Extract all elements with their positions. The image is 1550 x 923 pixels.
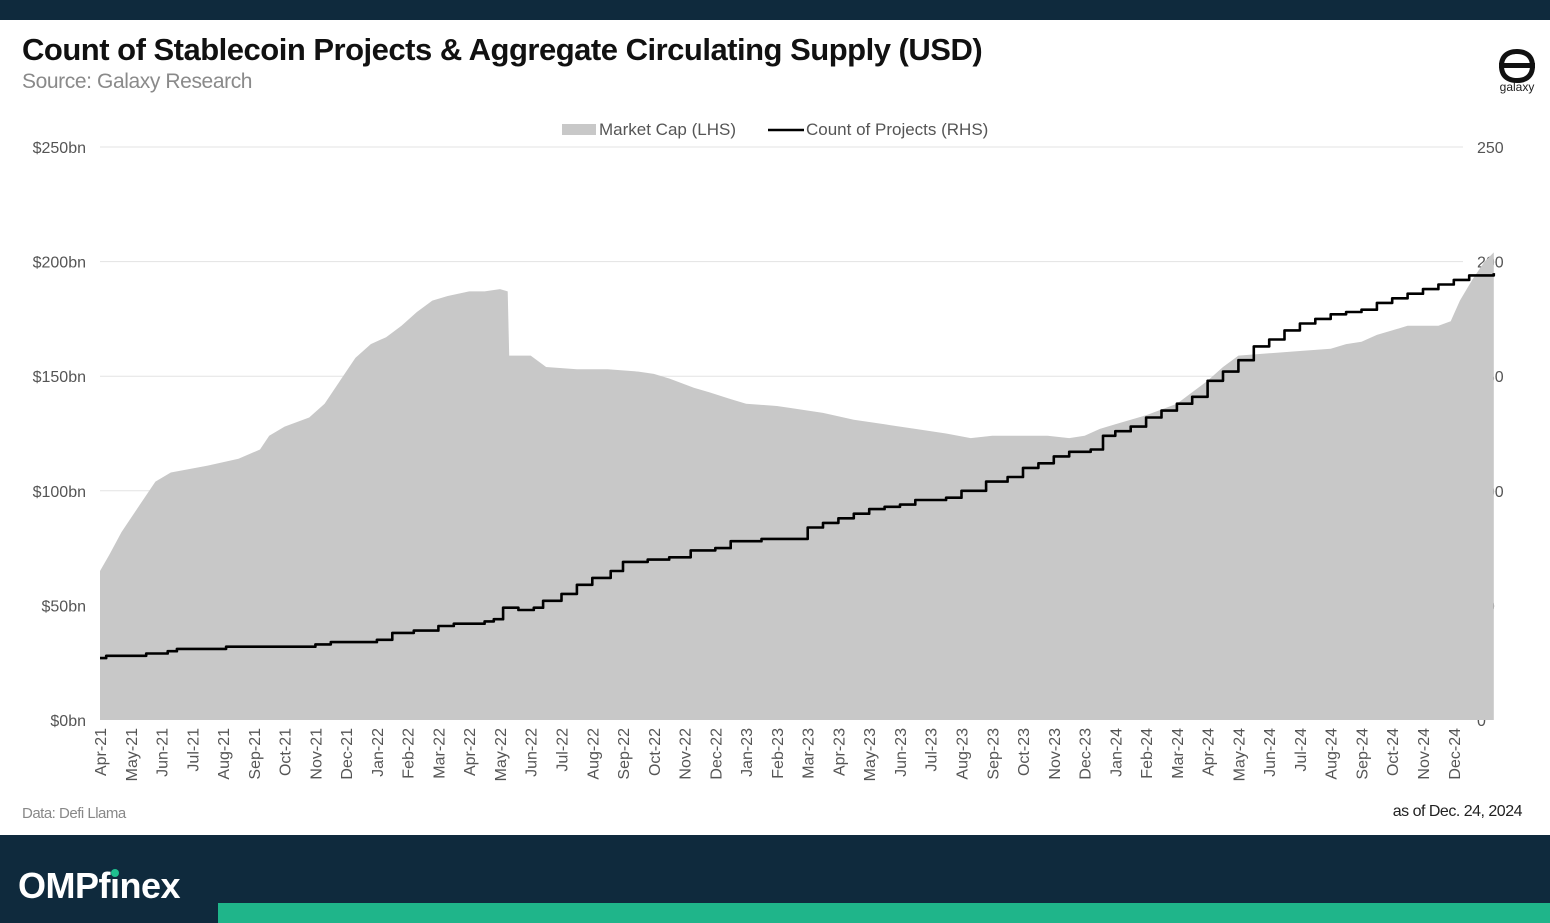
x-tick-label: Dec-23	[1078, 728, 1095, 780]
data-source-note: Data: Defi Llama	[22, 805, 126, 822]
as-of-date: as of Dec. 24, 2024	[1392, 803, 1523, 820]
x-tick-label: Nov-24	[1416, 728, 1433, 780]
x-tick-label: Oct-24	[1385, 728, 1402, 776]
x-tick-label: May-21	[124, 728, 141, 781]
x-tick-label: Jan-22	[370, 728, 387, 777]
legend-label-count: Count of Projects (RHS)	[806, 120, 988, 139]
brand-part-i: i	[110, 865, 120, 906]
legend-label-market-cap: Market Cap (LHS)	[599, 120, 736, 139]
x-tick-label: Sep-24	[1354, 728, 1371, 780]
x-tick-label: Jul-21	[185, 728, 202, 772]
x-tick-label: Dec-24	[1447, 728, 1464, 780]
x-tick-label: Mar-22	[431, 728, 448, 779]
x-tick-label: Aug-22	[585, 728, 602, 780]
x-tick-label: Jun-23	[893, 728, 910, 777]
x-tick-label: Sep-23	[985, 728, 1002, 780]
footer-bar: OMPfinex	[0, 835, 1550, 923]
galaxy-logo-icon	[1499, 49, 1535, 83]
x-tick-label: Jun-24	[1262, 728, 1279, 777]
x-tick-label: Nov-23	[1047, 728, 1064, 780]
x-tick-label: Nov-22	[678, 728, 695, 780]
legend-swatch-market-cap	[562, 124, 596, 135]
x-tick-label: Dec-21	[339, 728, 356, 780]
count-of-projects-line	[100, 273, 1496, 660]
x-tick-label: Feb-23	[770, 728, 787, 779]
x-tick-label: Oct-22	[647, 728, 664, 776]
x-tick-label: Mar-24	[1170, 728, 1187, 779]
x-tick-label: Oct-21	[278, 728, 295, 776]
x-tick-label: Apr-23	[831, 728, 848, 776]
x-tick-label: Aug-21	[216, 728, 233, 780]
y-left-tick-label: $200bn	[33, 255, 86, 272]
y-left-tick-label: $100bn	[33, 484, 86, 501]
y-left-tick-label: $50bn	[42, 598, 87, 615]
galaxy-logo-text: galaxy	[1499, 80, 1535, 94]
top-band	[0, 0, 1550, 20]
chart-subtitle: Source: Galaxy Research	[22, 70, 253, 93]
ompfinex-logo: OMPfinex	[18, 865, 181, 907]
x-tick-label: Sep-22	[616, 728, 633, 780]
y-left-tick-label: $150bn	[33, 369, 86, 386]
accent-strip	[218, 903, 1550, 923]
brand-part-2: nex	[119, 865, 181, 906]
x-tick-label: Apr-21	[93, 728, 110, 776]
y-right-tick-label: 250	[1477, 140, 1504, 157]
x-tick-label: May-23	[862, 728, 879, 781]
x-tick-label: Aug-24	[1324, 728, 1341, 780]
x-tick-label: Dec-22	[708, 728, 725, 780]
x-tick-label: Apr-24	[1201, 728, 1218, 776]
x-tick-label: Jul-23	[924, 728, 941, 772]
x-tick-label: Oct-23	[1016, 728, 1033, 776]
x-tick-label: Jan-24	[1108, 728, 1125, 777]
market-cap-area	[100, 252, 1494, 720]
chart-card: Count of Stablecoin Projects & Aggregate…	[0, 20, 1550, 835]
chart-title: Count of Stablecoin Projects & Aggregate…	[22, 32, 983, 67]
y-left-tick-label: $0bn	[50, 713, 86, 730]
x-tick-label: Jul-24	[1293, 728, 1310, 772]
x-tick-label: Jun-22	[524, 728, 541, 777]
y-left-tick-label: $250bn	[33, 140, 86, 157]
x-tick-label: Mar-23	[801, 728, 818, 779]
x-tick-label: Feb-22	[401, 728, 418, 779]
y-right-tick-label: 0	[1477, 713, 1486, 730]
x-tick-label: Nov-21	[308, 728, 325, 780]
x-tick-label: Sep-21	[247, 728, 264, 780]
x-tick-label: Feb-24	[1139, 728, 1156, 779]
x-tick-label: Jun-21	[155, 728, 172, 777]
x-tick-label: Aug-23	[954, 728, 971, 780]
x-tick-label: May-24	[1231, 728, 1248, 781]
x-tick-label: Jul-22	[555, 728, 572, 772]
brand-part-1: OMPf	[18, 865, 111, 906]
x-tick-label: May-22	[493, 728, 510, 781]
x-tick-label: Apr-22	[462, 728, 479, 776]
x-tick-label: Jan-23	[739, 728, 756, 777]
chart: $0bn$50bn$100bn$150bn$200bn$250bn0501001…	[33, 120, 1504, 781]
